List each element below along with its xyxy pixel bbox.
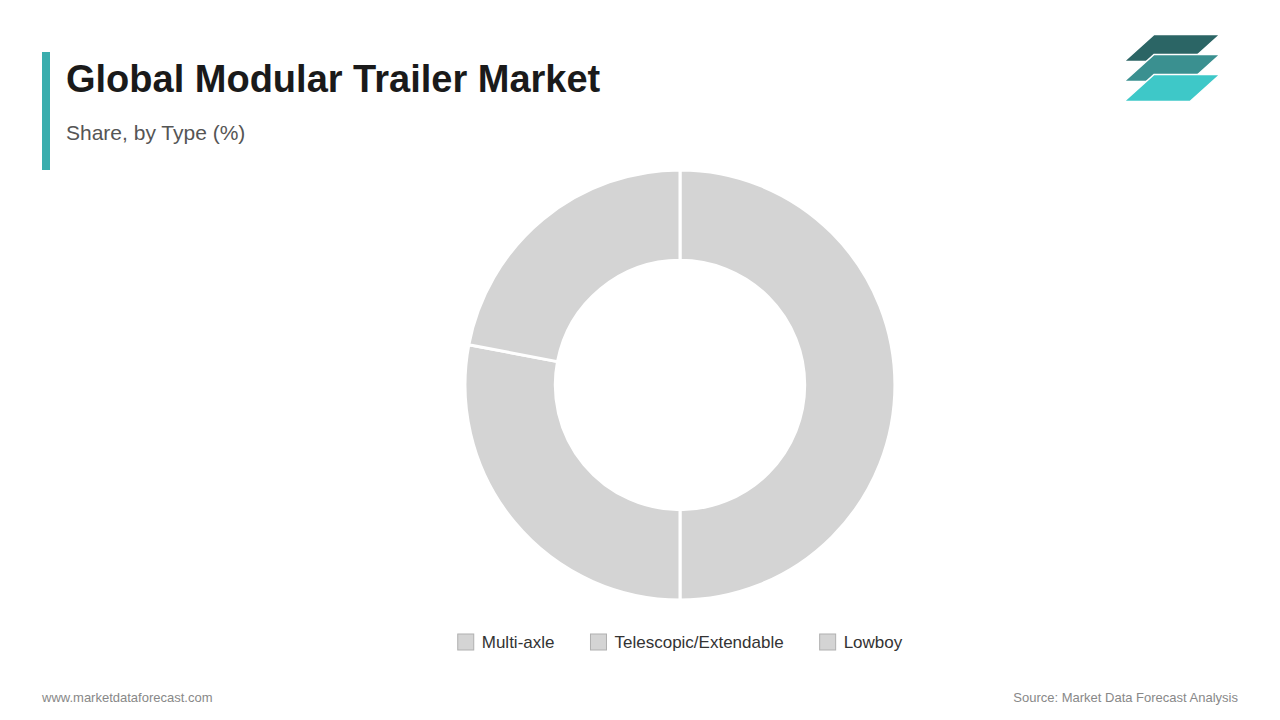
title: Global Modular Trailer Market bbox=[66, 58, 601, 100]
footer-text: www.marketdataforecast.com bbox=[41, 690, 213, 705]
chart: Global Modular Trailer Market Share, by T… bbox=[0, 0, 1280, 720]
subtitle: Share, by Type (%) bbox=[66, 121, 245, 144]
legend-swatch bbox=[458, 634, 474, 650]
accent-bar bbox=[42, 52, 50, 170]
donut bbox=[465, 170, 895, 600]
legend-label: Telescopic/Extendable bbox=[614, 633, 783, 652]
donut-slice bbox=[469, 170, 680, 362]
logo bbox=[1124, 35, 1220, 102]
logo-layer bbox=[1124, 75, 1220, 102]
legend-label: Lowboy bbox=[844, 633, 903, 652]
legend-swatch bbox=[590, 634, 606, 650]
background bbox=[0, 0, 1280, 720]
donut-slice bbox=[680, 170, 895, 600]
legend-swatch bbox=[820, 634, 836, 650]
legend-label: Multi-axle bbox=[482, 633, 555, 652]
donut-slice bbox=[465, 345, 680, 600]
legend: Multi-axle Telescopic/Extendable Lowboy bbox=[458, 633, 903, 652]
footer-text: Source: Market Data Forecast Analysis bbox=[1013, 690, 1238, 705]
